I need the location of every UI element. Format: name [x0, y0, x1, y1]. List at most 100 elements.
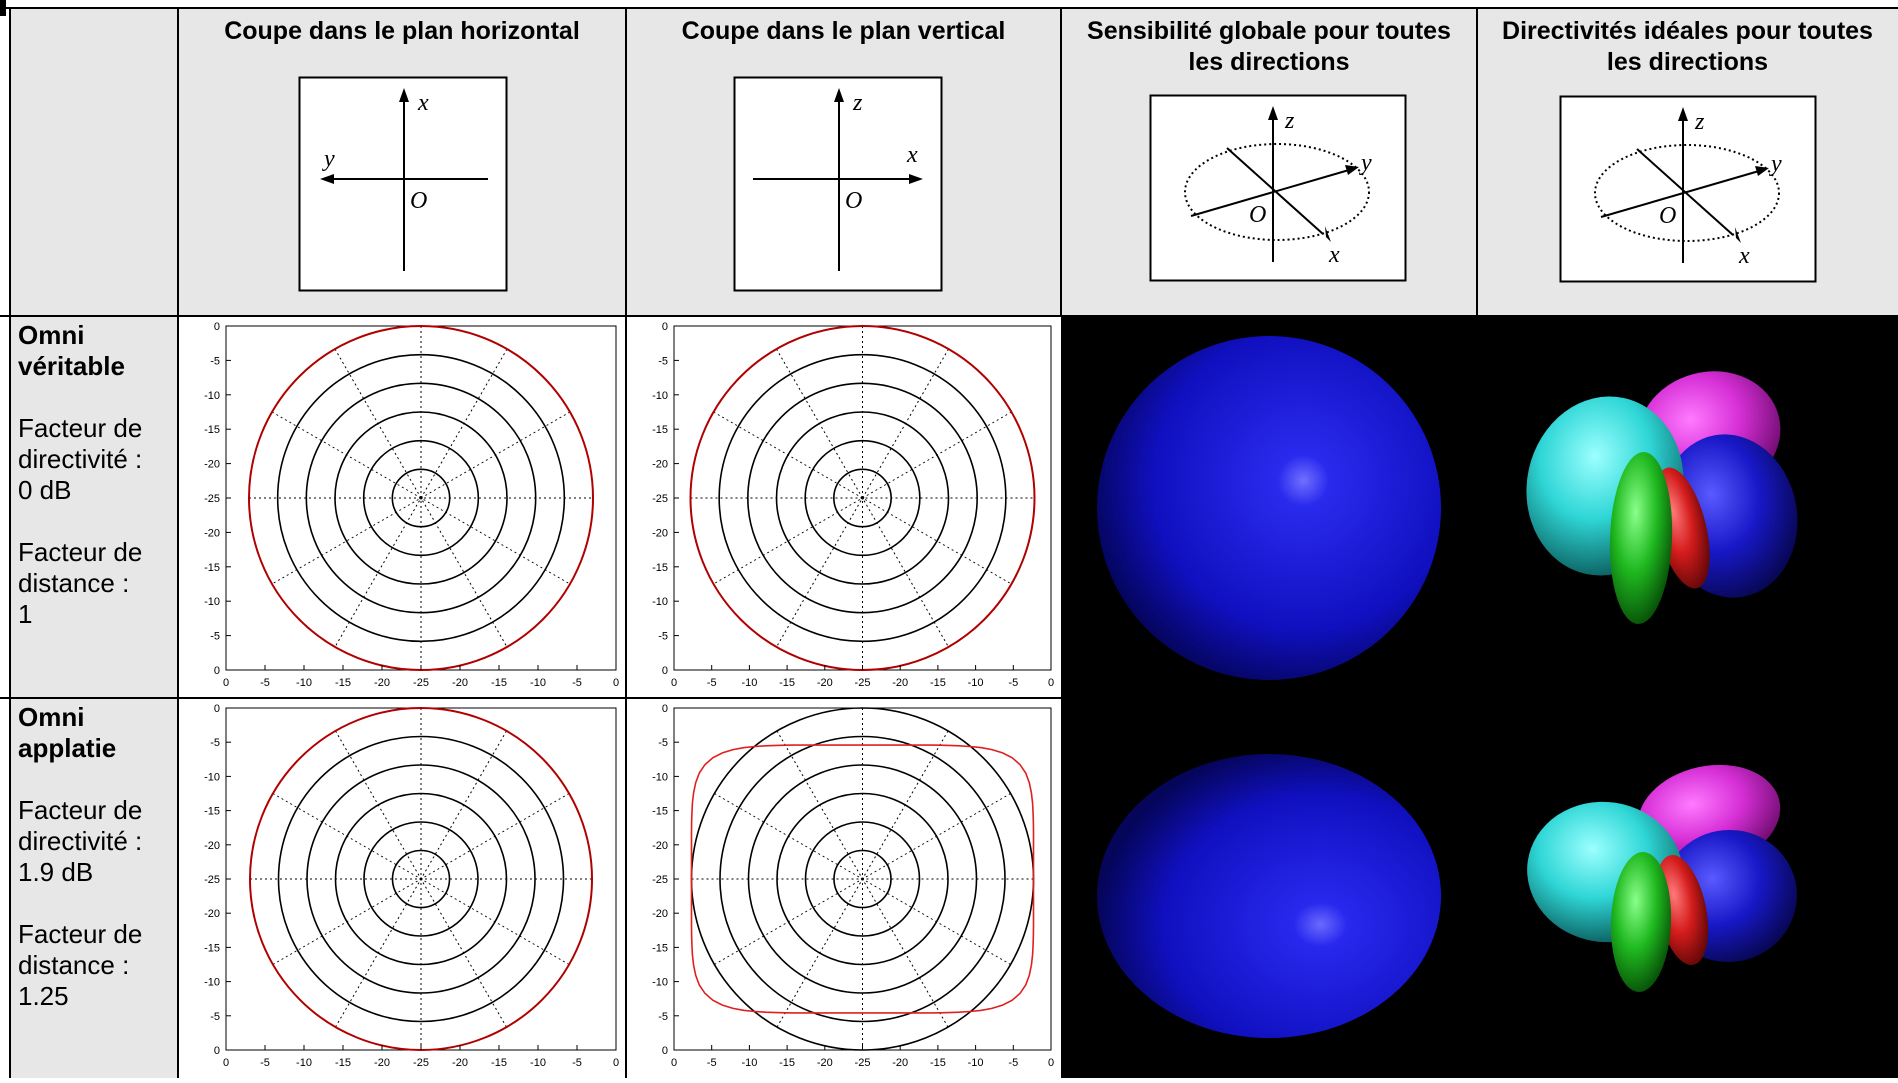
x-tick-label: 0	[671, 677, 677, 689]
x-tick-label: -10	[296, 677, 312, 689]
x-tick-label: -20	[892, 677, 908, 689]
y-tick-label: -5	[210, 631, 220, 643]
polar-center	[861, 877, 864, 881]
sphere-render	[1097, 336, 1441, 680]
y-tick-label: -10	[204, 390, 220, 402]
polar-ring	[833, 468, 892, 528]
x-tick-label: -5	[707, 1057, 717, 1069]
polar-center	[419, 877, 423, 881]
flattened-sphere	[1097, 754, 1441, 1038]
row-name-line: Omni	[18, 320, 85, 350]
y-tick-label: -20	[652, 908, 668, 920]
x-tick-label: -5	[1008, 677, 1018, 689]
axis-label-up: z	[1694, 109, 1705, 135]
y-tick-label: -5	[210, 1011, 220, 1023]
polar-ring	[306, 764, 536, 994]
x-tick-label: 0	[613, 677, 619, 689]
directivity-label-line: directivité :	[18, 444, 143, 474]
y-tick-label: -20	[652, 840, 668, 852]
x-tick-label: -5	[1008, 1057, 1018, 1069]
y-tick-label: -25	[204, 493, 220, 505]
header-vertical-title: Coupe dans le plan vertical	[681, 17, 1006, 45]
row-label-cell: Omni applatie Facteur de directivité : 1…	[10, 698, 178, 1078]
axis-label-origin: O	[845, 188, 862, 214]
axis-label-origin: O	[410, 188, 427, 214]
distance-label-line: distance :	[18, 568, 130, 598]
ideal-directivity-render	[1477, 698, 1898, 1078]
y-tick-label: -20	[204, 459, 220, 471]
x-tick-label: -10	[741, 1057, 757, 1069]
x-tick-label: -5	[260, 677, 270, 689]
axis-label-up: z	[1284, 108, 1295, 134]
polar-ring	[391, 849, 451, 909]
x-tick-label: -20	[374, 677, 390, 689]
polar-cell: 0 -5 -10 -15 -20 -25 -20 -15 -10 -5 0 0 -5 -10 -15 -20-…	[626, 316, 1061, 698]
y-tick-label: 0	[662, 1045, 668, 1057]
y-tick-label: -20	[652, 459, 668, 471]
y-tick-label: 0	[214, 1045, 220, 1057]
y-tick-label: -15	[204, 806, 220, 818]
polar-plot-vertical: 0-5-10-15-20-25-20-15-10-500 -5 -10 -15 -20-…	[652, 703, 1054, 1069]
polar-ring	[776, 792, 949, 966]
row-label-cell: Omni véritable Facteur de directivité : …	[10, 316, 178, 698]
header-vertical-cell: Coupe dans le plan vertical z x O	[626, 8, 1061, 316]
x-tick-label: -10	[530, 677, 546, 689]
x-tick-label: -20	[452, 677, 468, 689]
x-tick-label: 0	[1048, 677, 1054, 689]
x-tick-label: -25	[855, 1057, 871, 1069]
x-tick-label: -5	[707, 677, 717, 689]
polar-plot-horizontal: 0-5-10-15-20-25-20-15-10-500 -5 -10 -15 -20-…	[204, 321, 619, 689]
polar-ring	[276, 353, 566, 643]
row-name-line: Omni	[18, 702, 85, 732]
y-tick-label: -10	[204, 596, 220, 608]
polar-plot-horizontal: 0-5-10-15-20-25-20-15-10-500 -5 -10 -15 -20-…	[204, 703, 619, 1069]
polar-ring	[334, 792, 508, 966]
polar-center	[419, 496, 423, 500]
y-tick-label: -15	[652, 424, 668, 436]
polar-ring	[277, 735, 565, 1023]
axis-label-down: x	[1328, 242, 1340, 268]
axis-label-origin: O	[1249, 202, 1266, 228]
y-tick-label: 0	[214, 321, 220, 333]
y-tick-label: -15	[652, 942, 668, 954]
y-tick-label: -25	[652, 493, 668, 505]
distance-value: 1.25	[18, 981, 69, 1011]
y-tick-label: -10	[652, 771, 668, 783]
polar-ring	[833, 849, 892, 909]
polar-plot-vertical: 0-5-10-15-20-25-20-15-10-500 -5 -10 -15 -20-…	[652, 321, 1054, 689]
directivity-label-line: Facteur de	[18, 795, 143, 825]
polar-cell: 0 -5 -10 -15 -20 -25 -20 -15 -10 -5 0 0 -5 -10 -15 -20-…	[178, 698, 626, 1078]
y-tick-label: -15	[652, 806, 668, 818]
y-tick-label: -10	[652, 977, 668, 989]
y-tick-label: -10	[204, 771, 220, 783]
lobe-green	[1609, 452, 1673, 624]
ideal-directivity-render	[1477, 316, 1898, 698]
polar-center	[861, 496, 864, 500]
x-tick-label: -15	[335, 677, 351, 689]
x-tick-label: -10	[741, 677, 757, 689]
header-ideal-title: Directivités idéales pour toutes les dir…	[1502, 17, 1873, 76]
directivity-pattern	[690, 744, 1035, 1014]
header-empty-cell	[10, 8, 178, 316]
y-tick-label: -20	[204, 840, 220, 852]
y-tick-label: 0	[214, 665, 220, 677]
distance-value: 1	[18, 599, 33, 629]
y-tick-label: -15	[204, 942, 220, 954]
x-tick-label: -15	[491, 677, 507, 689]
axis-label-right: x	[906, 142, 918, 168]
directivity-label-line: directivité :	[18, 826, 143, 856]
polar-ring	[391, 468, 451, 528]
y-tick-label: -10	[204, 977, 220, 989]
axis-label-up: x	[417, 90, 429, 116]
x-tick-label: -10	[530, 1057, 546, 1069]
x-tick-label: -15	[779, 677, 795, 689]
axes-diagram-horizontal: x y O	[298, 76, 508, 292]
lobes-render	[1526, 371, 1798, 624]
distance-label-line: distance :	[18, 950, 130, 980]
header-horizontal-title: Coupe dans le plan horizontal	[224, 17, 580, 45]
y-tick-label: -5	[658, 737, 668, 749]
y-tick-label: 0	[662, 321, 668, 333]
polar-cell: 0 -5 -10 -15 -20 -25 -20 -15 -10 -5 0 0 -5 -10 -15 -20-…	[178, 316, 626, 698]
distance-label-line: Facteur de	[18, 537, 143, 567]
y-tick-label: -10	[652, 596, 668, 608]
